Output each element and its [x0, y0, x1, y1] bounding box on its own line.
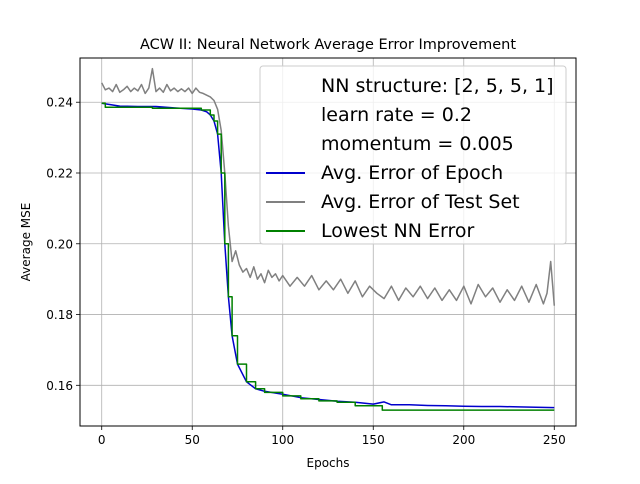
x-tick-label: 0	[98, 433, 106, 447]
legend-text-momentum: momentum = 0.005	[321, 133, 514, 155]
legend: NN structure: [2, 5, 5, 1] learn rate = …	[259, 65, 567, 245]
y-tick-label: 0.24	[46, 96, 73, 110]
plot-frame	[79, 57, 577, 427]
y-tick-label: 0.22	[46, 167, 73, 181]
x-tick-label: 50	[185, 433, 200, 447]
legend-text-structure: NN structure: [2, 5, 5, 1]	[321, 75, 554, 97]
x-tick-label: 250	[543, 433, 566, 447]
y-tick-label: 0.20	[46, 237, 73, 251]
y-tick-label: 0.18	[46, 308, 73, 322]
series-lines	[101, 67, 556, 411]
axis-ticks: 0 50 100 150 200 250 0.16 0.18 0.20 0.22 0.24	[46, 96, 565, 447]
legend-text-learn-rate: learn rate = 0.2	[321, 104, 472, 126]
legend-box	[259, 65, 567, 245]
x-tick-label: 150	[362, 433, 385, 447]
series-line-test-set-error	[101, 67, 556, 306]
legend-label-test-set: Avg. Error of Test Set	[321, 191, 520, 213]
chart-title: ACW II: Neural Network Average Error Imp…	[140, 37, 516, 53]
legend-label-epoch: Avg. Error of Epoch	[321, 162, 503, 184]
series-line-epoch-error	[101, 102, 555, 409]
x-tick-label: 100	[271, 433, 294, 447]
y-axis-label: Average MSE	[19, 203, 33, 282]
y-tick-label: 0.16	[46, 379, 73, 393]
legend-label-lowest: Lowest NN Error	[321, 220, 474, 242]
x-axis-label: Epochs	[307, 456, 350, 470]
series-line-lowest-error	[101, 102, 555, 411]
x-tick-label: 200	[452, 433, 475, 447]
